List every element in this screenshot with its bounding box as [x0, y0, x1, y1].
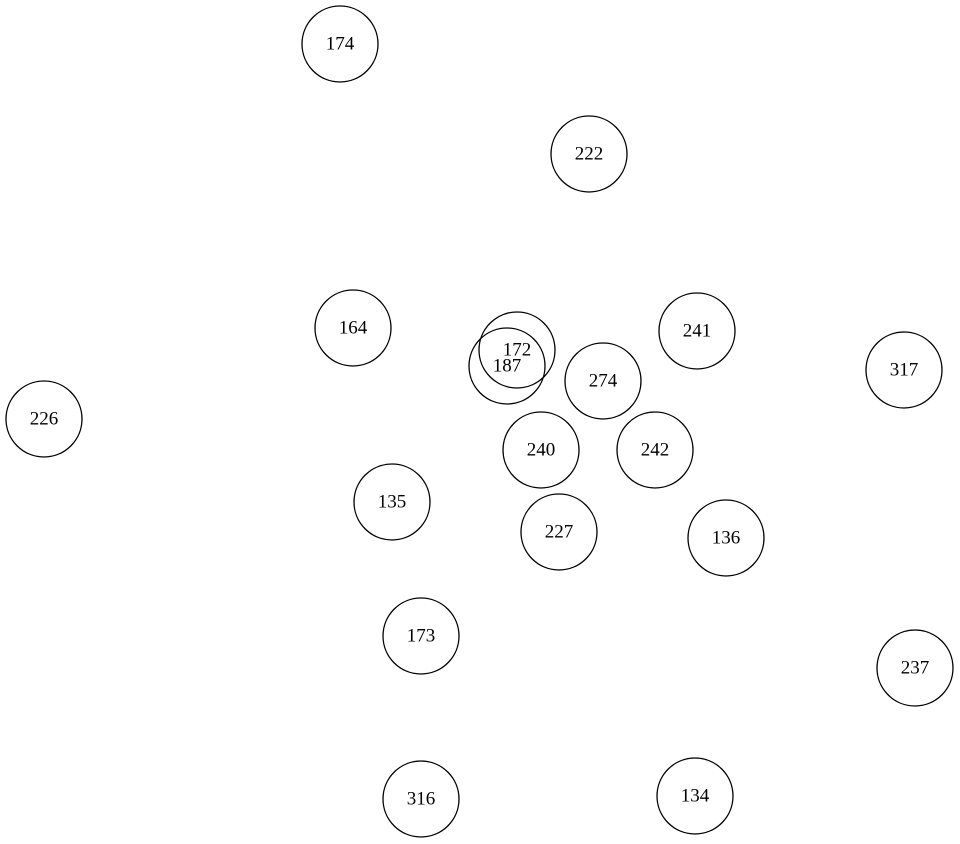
node-241: 241	[658, 292, 736, 370]
node-circle	[865, 331, 943, 409]
node-316: 316	[382, 760, 460, 838]
node-circle	[382, 760, 460, 838]
node-187: 187	[468, 327, 546, 405]
node-label: 172	[503, 340, 532, 361]
node-label: 317	[890, 360, 919, 381]
node-label: 164	[339, 318, 368, 339]
node-label: 136	[712, 528, 741, 549]
node-label: 222	[575, 144, 604, 165]
node-circle	[520, 493, 598, 571]
node-172: 172	[478, 311, 556, 389]
node-circle	[314, 289, 392, 367]
node-134: 134	[656, 757, 734, 835]
node-circle	[353, 463, 431, 541]
node-label: 187	[493, 356, 522, 377]
node-circle	[616, 411, 694, 489]
node-label: 316	[407, 789, 436, 810]
node-242: 242	[616, 411, 694, 489]
node-label: 242	[641, 440, 670, 461]
node-135: 135	[353, 463, 431, 541]
node-circle	[478, 311, 556, 389]
node-label: 134	[681, 786, 710, 807]
node-label: 227	[545, 522, 574, 543]
node-136: 136	[687, 499, 765, 577]
node-label: 240	[527, 440, 556, 461]
node-174: 174	[301, 5, 379, 83]
node-label: 237	[901, 658, 930, 679]
node-label: 226	[30, 409, 59, 430]
node-274: 274	[564, 342, 642, 420]
node-label: 135	[378, 492, 407, 513]
node-label: 274	[589, 371, 618, 392]
node-circle	[301, 5, 379, 83]
node-circle	[876, 629, 954, 707]
node-circle	[687, 499, 765, 577]
node-circle	[5, 380, 83, 458]
node-164: 164	[314, 289, 392, 367]
node-240: 240	[502, 411, 580, 489]
node-label: 173	[407, 626, 436, 647]
node-226: 226	[5, 380, 83, 458]
node-circle	[502, 411, 580, 489]
node-237: 237	[876, 629, 954, 707]
node-317: 317	[865, 331, 943, 409]
node-circle	[550, 115, 628, 193]
node-circle	[468, 327, 546, 405]
node-222: 222	[550, 115, 628, 193]
node-label: 241	[683, 321, 712, 342]
node-173: 173	[382, 597, 460, 675]
node-circle	[656, 757, 734, 835]
node-label: 174	[326, 34, 355, 55]
node-227: 227	[520, 493, 598, 571]
node-circle	[658, 292, 736, 370]
node-circle	[564, 342, 642, 420]
node-circle	[382, 597, 460, 675]
